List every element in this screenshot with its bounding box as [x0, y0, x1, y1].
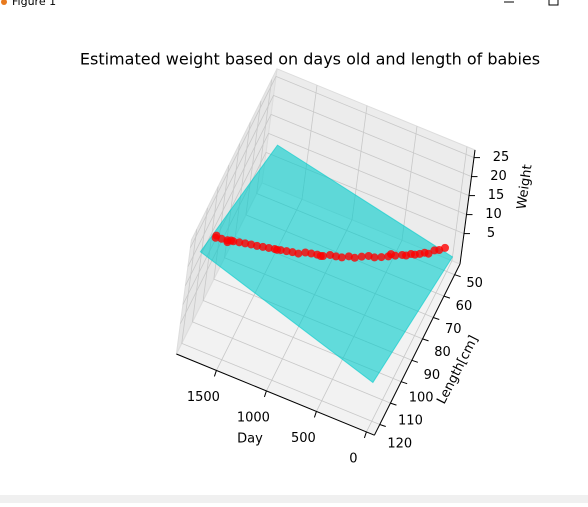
y-tick	[454, 274, 461, 278]
z-tick-label: 15	[488, 188, 505, 203]
point	[235, 238, 244, 247]
z-tick-label: 20	[490, 169, 507, 184]
z-grid-line	[190, 75, 475, 248]
point	[387, 250, 395, 259]
point	[241, 239, 250, 248]
z-tick-label: 25	[493, 150, 510, 165]
z-grid-line	[180, 151, 465, 324]
y-tick-label: 110	[398, 414, 423, 429]
y-tick	[411, 359, 419, 363]
y-tick	[390, 402, 397, 406]
point	[247, 240, 256, 249]
point	[430, 246, 439, 255]
y-tick	[422, 338, 429, 342]
y-axis-line	[373, 263, 461, 436]
chart-title: Estimated weight based on days old and l…	[80, 50, 540, 69]
y-grid-line	[192, 207, 391, 404]
window-title: Figure 1	[12, 0, 56, 8]
surface	[199, 144, 454, 384]
point	[326, 250, 335, 259]
z-tick-label: 5	[487, 226, 495, 241]
x-tick-label: 1500	[187, 390, 220, 405]
point	[288, 248, 297, 257]
point	[337, 253, 346, 262]
x-tick	[263, 390, 267, 398]
point	[398, 250, 407, 259]
y-grid-line	[202, 186, 402, 383]
y-tick-label: 80	[434, 345, 451, 360]
window-icon	[1, 0, 7, 5]
point	[344, 252, 353, 261]
point	[212, 231, 221, 240]
point	[282, 247, 291, 256]
y-tick	[433, 317, 440, 320]
y-tick-label: 120	[387, 437, 412, 452]
y-tick-label: 90	[424, 368, 441, 383]
x-tick-label: 0	[349, 451, 357, 466]
z-grid-line	[185, 113, 470, 286]
y-tick-label: 60	[456, 299, 473, 314]
side-pane	[175, 68, 278, 355]
y-tick-label: 100	[409, 391, 434, 406]
point	[301, 248, 310, 257]
x-grid-line	[366, 146, 468, 433]
point	[258, 242, 267, 251]
x-tick	[213, 370, 217, 377]
y-tick	[379, 424, 386, 427]
x-tick-label: 500	[291, 431, 316, 446]
y-grid-line	[181, 229, 380, 425]
z-grid-line	[187, 94, 472, 267]
point	[316, 252, 325, 260]
point	[357, 252, 366, 261]
point	[377, 253, 386, 262]
z-axis-line	[459, 149, 476, 265]
y-tick-label: 70	[445, 322, 462, 337]
x-axis-label: Day	[237, 432, 263, 447]
x-tick-label: 1000	[237, 410, 270, 425]
point	[273, 245, 281, 254]
y-tick-label: 50	[466, 276, 483, 291]
y-tick	[400, 381, 408, 385]
plot-area: 0 500 1000 1500 50 60 70 80 90 100 110 120 5 10 15 20 25	[175, 68, 510, 466]
point	[307, 249, 316, 258]
y-tick	[443, 295, 451, 299]
point	[364, 251, 373, 260]
point	[227, 236, 236, 245]
toolbar	[0, 495, 588, 503]
x-tick	[363, 431, 367, 439]
z-tick-label: 10	[485, 207, 502, 222]
x-tick	[313, 411, 317, 418]
maximize-button[interactable]	[548, 0, 559, 6]
point	[264, 243, 273, 252]
z-axis-label: Weight	[514, 164, 535, 211]
x-axis-line	[176, 353, 375, 436]
